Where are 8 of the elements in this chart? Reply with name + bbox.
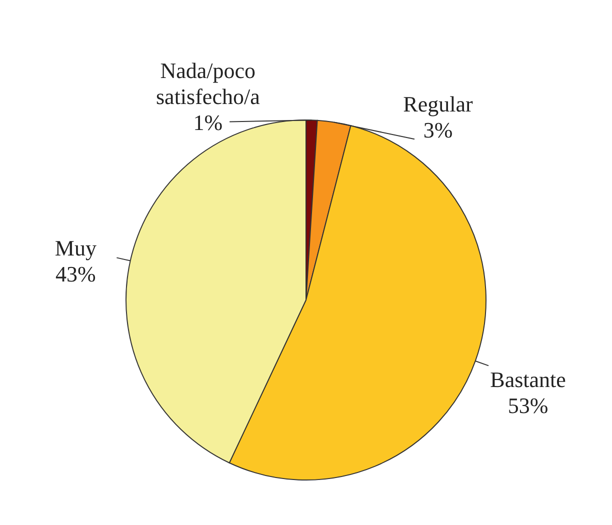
slice-label: Muy (54, 236, 96, 261)
slice-label: Regular (403, 91, 474, 116)
data-label: 1% (193, 110, 223, 136)
data-label: 3% (423, 117, 453, 142)
data-label: 43% (56, 262, 96, 287)
data-label: 53% (508, 392, 548, 418)
slice-label: Bastante (490, 366, 566, 392)
slice-label: Nada/poco satisfecho/a (156, 58, 260, 110)
